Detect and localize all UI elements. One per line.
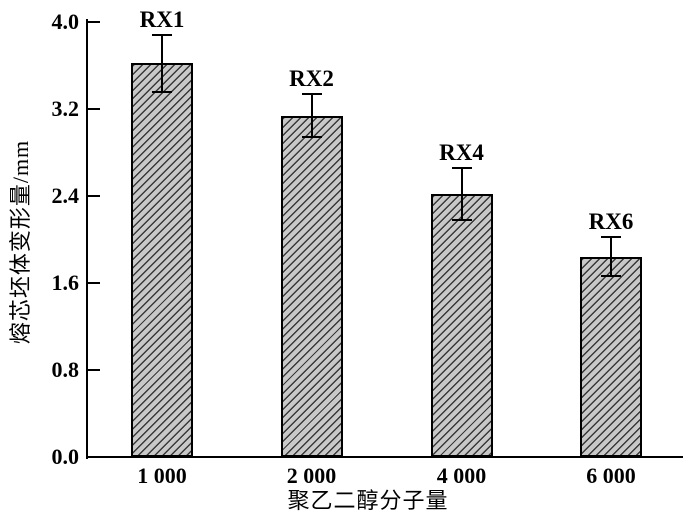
error-bar-cap-bottom: [152, 90, 172, 93]
bar-label: RX1: [139, 7, 185, 33]
y-tick-mark: [88, 282, 100, 284]
y-tick-label: 3.2: [51, 96, 80, 121]
x-axis-line: [86, 456, 683, 458]
error-bar-line: [310, 93, 313, 138]
bar-rx1: [131, 63, 193, 457]
y-axis-line: [86, 19, 88, 459]
bar-label: RX6: [588, 209, 634, 235]
bar-label: RX4: [439, 139, 484, 165]
error-bar-cap-top: [301, 92, 322, 95]
x-tick-label: 4 000: [436, 463, 487, 488]
x-tick-label: 1 000: [137, 463, 187, 488]
y-tick-mark: [88, 21, 100, 23]
y-tick-label: 2.4: [51, 183, 80, 208]
error-bar-cap-top: [451, 166, 472, 169]
error-bar-cap-bottom: [601, 275, 621, 278]
y-tick-mark: [88, 195, 100, 197]
y-tick-label: 0.0: [51, 444, 80, 469]
error-bar-cap-top: [601, 236, 621, 239]
error-bar-line: [610, 237, 612, 277]
y-tick-label: 0.8: [51, 357, 80, 382]
y-tick-mark: [88, 456, 100, 458]
error-bar-line: [460, 167, 463, 220]
y-tick-mark: [88, 369, 100, 371]
bar-rx6: [580, 256, 642, 457]
bar-rx2: [280, 115, 343, 457]
bar-label: RX2: [289, 65, 334, 91]
error-bar-cap-bottom: [451, 218, 472, 221]
y-tick-label: 1.6: [51, 270, 80, 295]
error-bar-line: [161, 35, 163, 92]
x-axis-title: 聚乙二醇分子量: [287, 488, 449, 513]
x-tick-label: 6 000: [586, 463, 636, 488]
error-bar-cap-top: [152, 34, 172, 37]
error-bar-cap-bottom: [301, 136, 322, 139]
x-tick-label: 2 000: [286, 463, 337, 488]
y-tick-label: 4.0: [51, 9, 80, 34]
y-tick-mark: [88, 108, 100, 110]
bar-rx4: [430, 193, 493, 457]
